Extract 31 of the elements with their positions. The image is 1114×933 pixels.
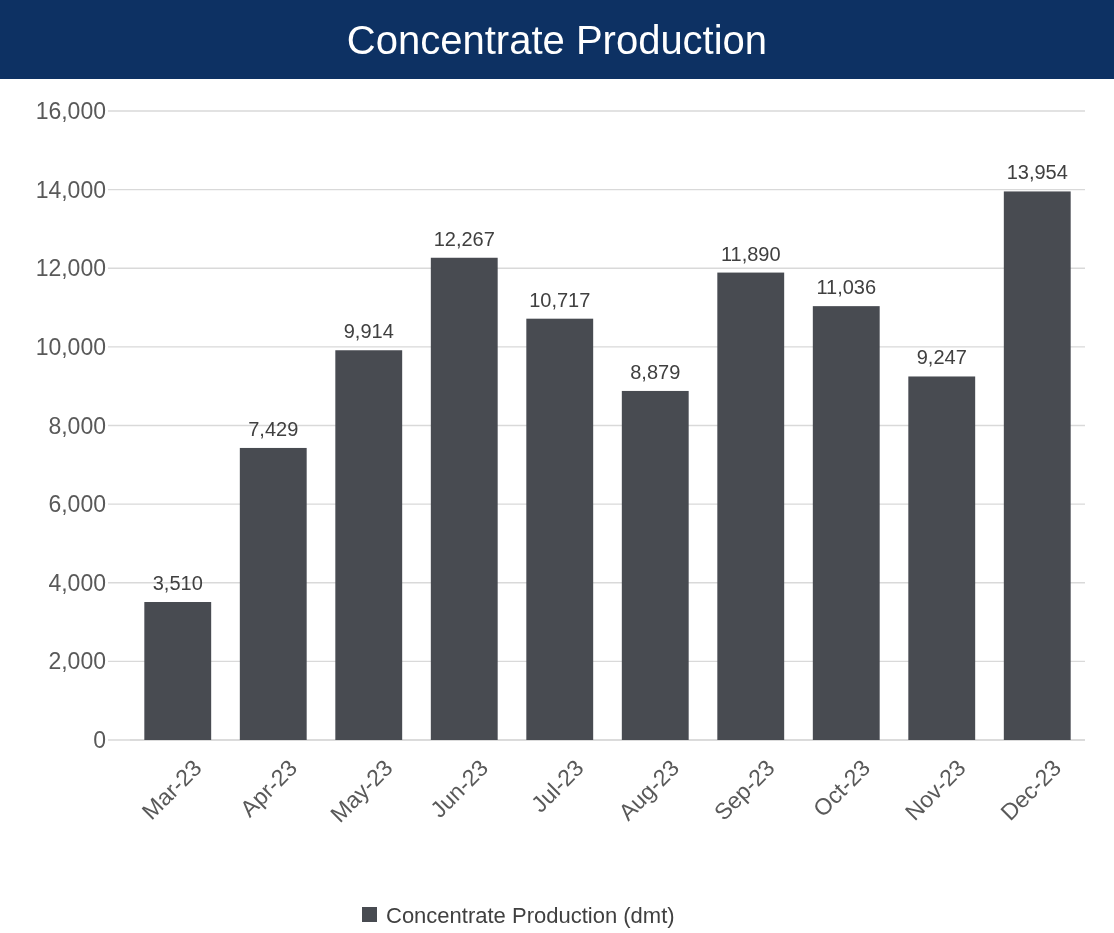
- y-tick-label: 2,000: [48, 648, 106, 675]
- data-label: 13,954: [1006, 161, 1068, 184]
- y-tick-label: 14,000: [35, 176, 106, 203]
- data-label: 7,429: [248, 417, 299, 440]
- bar: [621, 390, 689, 740]
- y-tick-label: 12,000: [35, 255, 106, 282]
- legend-label: Concentrate Production (dmt): [386, 902, 675, 928]
- data-label: 11,036: [816, 276, 877, 299]
- bar: [430, 257, 498, 740]
- y-tick-label: 16,000: [35, 98, 106, 125]
- bar: [335, 350, 403, 740]
- data-label: 8,879: [630, 360, 681, 383]
- y-tick-label: 0: [93, 727, 106, 754]
- y-tick-label: 4,000: [48, 569, 106, 596]
- bar: [1003, 191, 1071, 740]
- data-label: 9,247: [916, 346, 967, 369]
- y-tick-label: 8,000: [48, 412, 106, 439]
- y-tick-label: 6,000: [48, 491, 106, 518]
- bar: [717, 272, 785, 740]
- data-label: 3,510: [152, 572, 203, 595]
- data-label: 9,914: [343, 320, 394, 343]
- bar: [812, 306, 880, 740]
- bar: [144, 602, 212, 740]
- bar: [239, 447, 307, 740]
- data-label: 10,717: [529, 288, 591, 311]
- data-label: 12,267: [433, 227, 495, 250]
- bar: [526, 318, 594, 740]
- bar: [908, 376, 976, 740]
- y-tick-label: 10,000: [35, 333, 106, 360]
- data-label: 11,890: [720, 242, 781, 265]
- chart-title: Concentrate Production: [346, 18, 768, 62]
